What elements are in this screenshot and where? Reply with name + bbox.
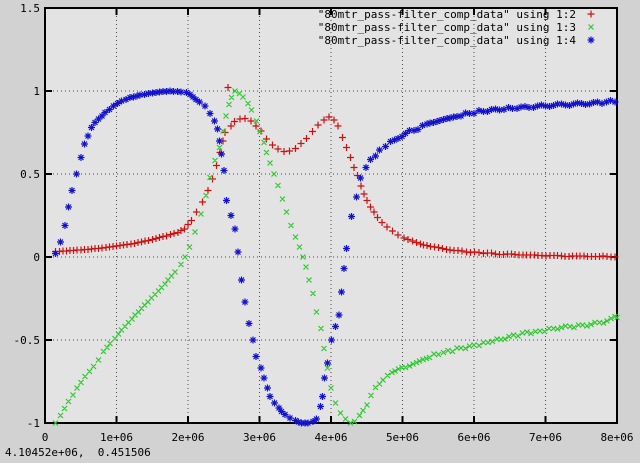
x-tick-label: 0 [42,431,49,444]
y-tick-label: 0.5 [20,168,40,181]
y-tick-label: 0 [33,251,40,264]
legend: "80mtr_pass-filter_comp_data" using 1:2"… [318,8,595,47]
plot-area [45,8,617,423]
status-readout: 4.10452e+06, 0.451506 [5,446,151,459]
x-tick-label: 6e+06 [457,431,490,444]
x-tick-label: 2e+06 [171,431,204,444]
x-tick-label: 4e+06 [314,431,347,444]
gridlines [45,8,617,423]
series-cross-markers [52,88,620,426]
x-tick-label: 3e+06 [243,431,276,444]
y-tick-label: 1 [33,85,40,98]
legend-entry-label: "80mtr_pass-filter_comp_data" using 1:2 [318,8,576,21]
x-tick-label: 5e+06 [386,431,419,444]
legend-entry-label: "80mtr_pass-filter_comp_data" using 1:4 [318,34,577,47]
legend-marker-asterisk [587,36,595,44]
legend-marker-cross [588,24,594,30]
y-tick-label: -0.5 [14,334,41,347]
x-tick-label: 1e+06 [100,431,133,444]
legend-entry-label: "80mtr_pass-filter_comp_data" using 1:3 [318,21,576,34]
legend-marker-plus [587,10,595,18]
series-asterisk-markers [52,87,619,427]
y-tick-label: -1 [27,417,40,430]
x-tick-label: 8e+06 [600,431,633,444]
axis-labels: 1.510.50-0.5-10 1e+06 2e+06 3e+06 4e+06 5e+06… [14,2,634,444]
x-tick-label: 7e+06 [529,431,562,444]
tick-marks [45,8,617,423]
y-tick-label: 1.5 [20,2,40,15]
